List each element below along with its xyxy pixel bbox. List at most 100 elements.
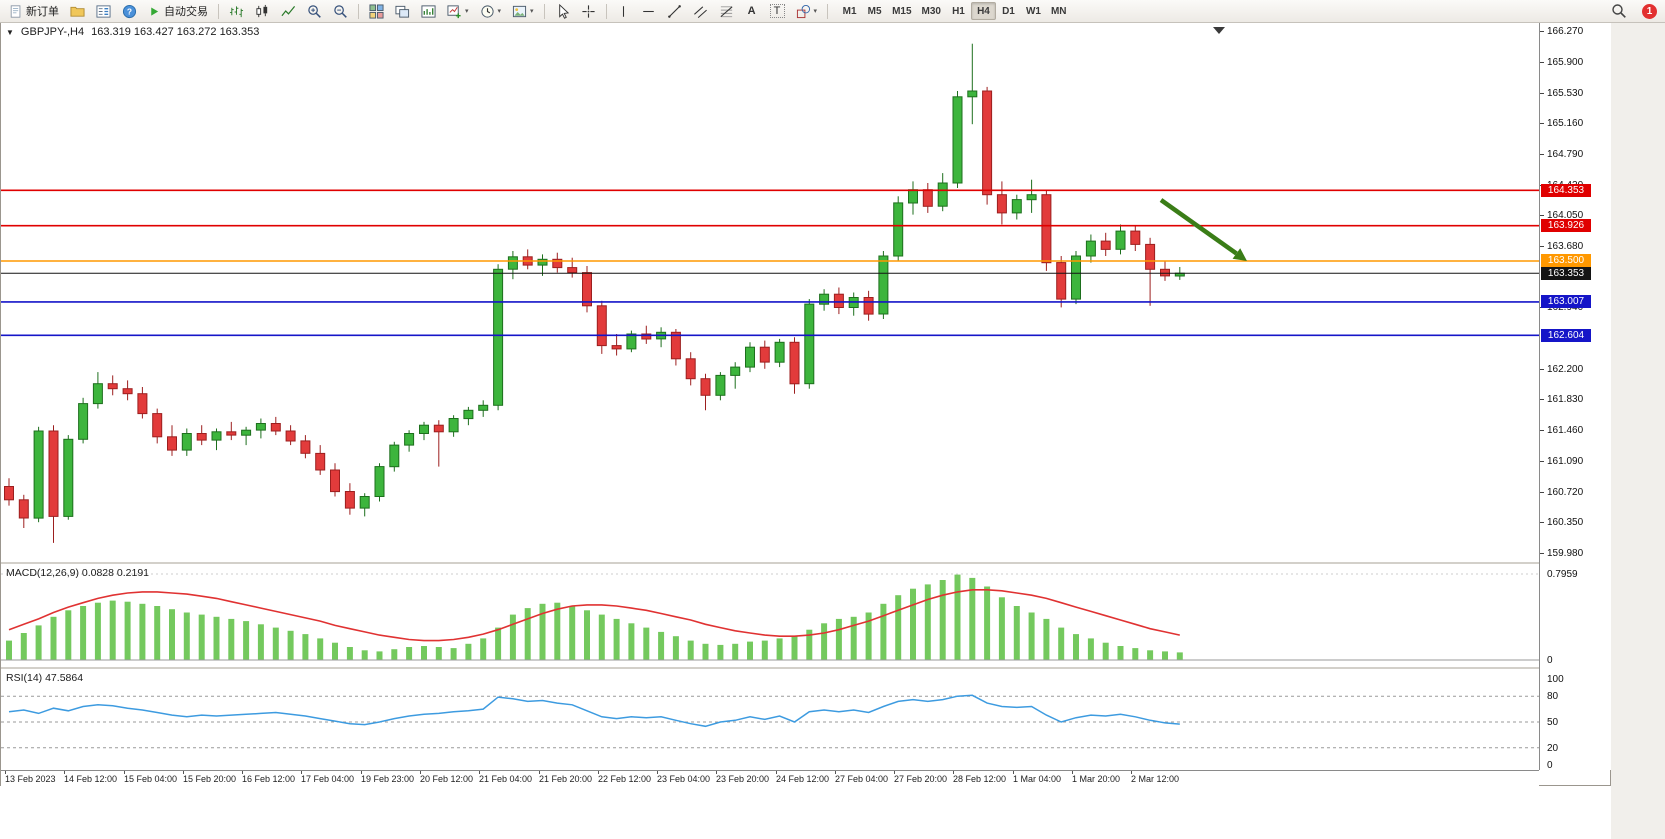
help-button[interactable]: ? bbox=[117, 1, 142, 21]
macd-histogram-bar bbox=[450, 648, 457, 660]
macd-histogram-bar bbox=[139, 603, 146, 660]
time-axis-label: 23 Feb 04:00 bbox=[657, 774, 711, 784]
one-click-trading-icon[interactable]: ▼ bbox=[6, 27, 14, 37]
price-panel[interactable]: ▼ GBPJPY-,H4 163.319 163.427 163.272 163… bbox=[1, 23, 1539, 562]
timeframe-h4[interactable]: H4 bbox=[970, 2, 996, 20]
charts-profile-button[interactable] bbox=[65, 1, 90, 21]
cursor-icon bbox=[555, 3, 570, 19]
macd-histogram-bar bbox=[154, 606, 161, 660]
timeframe-d1[interactable]: D1 bbox=[996, 2, 1021, 20]
timeframe-w1[interactable]: W1 bbox=[1021, 2, 1046, 20]
price-level-badge[interactable]: 163.007 bbox=[1541, 295, 1591, 308]
macd-histogram-bar bbox=[421, 646, 427, 660]
cursor-tool-button[interactable] bbox=[550, 1, 575, 21]
macd-histogram-bar bbox=[228, 618, 235, 660]
macd-histogram-bar bbox=[524, 608, 531, 660]
line-chart-button[interactable] bbox=[276, 1, 301, 21]
equidistant-channel-tool-button[interactable] bbox=[688, 1, 713, 21]
time-axis[interactable]: 13 Feb 2023 14 Feb 12:00 15 Feb 04:00 15 Fe… bbox=[1, 770, 1539, 786]
candle bbox=[92, 372, 103, 409]
vertical-line-tool-button[interactable] bbox=[612, 1, 635, 21]
timeframe-m5[interactable]: M5 bbox=[862, 2, 887, 20]
time-axis-label: 19 Feb 23:00 bbox=[361, 774, 415, 784]
ohlc-bars-button[interactable] bbox=[224, 1, 249, 21]
timeframe-m15[interactable]: M15 bbox=[887, 2, 916, 20]
candle bbox=[863, 290, 874, 321]
timeframe-mn[interactable]: MN bbox=[1046, 2, 1072, 20]
candle bbox=[730, 362, 741, 389]
data-window-button[interactable] bbox=[416, 1, 441, 21]
search-button[interactable] bbox=[1606, 1, 1632, 21]
autotrading-button[interactable]: 自动交易 bbox=[143, 1, 213, 21]
time-axis-label: 15 Feb 20:00 bbox=[183, 774, 237, 784]
macd-histogram-bar bbox=[791, 636, 798, 660]
macd-histogram-bar bbox=[1102, 642, 1109, 660]
macd-histogram-bar bbox=[1073, 634, 1079, 660]
candlesticks-button[interactable] bbox=[250, 1, 275, 21]
macd-histogram-bar bbox=[1087, 638, 1094, 660]
macd-histogram-bar bbox=[880, 603, 887, 660]
new-order-button[interactable]: 新订单 bbox=[4, 1, 64, 21]
fibonacci-tool-button[interactable] bbox=[714, 1, 739, 21]
price-level-badge[interactable]: 162.604 bbox=[1541, 329, 1591, 342]
template-picture-icon bbox=[512, 4, 527, 19]
candle bbox=[789, 337, 800, 394]
price-axis[interactable]: 166.270165.900165.530165.160164.790164.4… bbox=[1539, 23, 1611, 771]
trendline-tool-button[interactable] bbox=[662, 1, 687, 21]
time-axis-label: 14 Feb 12:00 bbox=[64, 774, 118, 784]
price-level-badge[interactable]: 163.926 bbox=[1541, 219, 1591, 232]
new-chart-icon bbox=[447, 4, 462, 19]
macd-histogram-bar bbox=[495, 627, 502, 660]
crosshair-tool-button[interactable] bbox=[576, 1, 601, 21]
new-chart-button[interactable]: ▾ bbox=[442, 1, 474, 21]
timeframe-m1[interactable]: M1 bbox=[837, 2, 862, 20]
price-level-badge[interactable]: 163.500 bbox=[1541, 254, 1591, 267]
macd-histogram-bar bbox=[406, 647, 413, 660]
cascade-windows-button[interactable] bbox=[390, 1, 415, 21]
tile-windows-button[interactable] bbox=[364, 1, 389, 21]
candle bbox=[922, 183, 933, 213]
market-watch-button[interactable] bbox=[91, 1, 116, 21]
macd-histogram-bar bbox=[658, 631, 665, 660]
text-tool-icon: A bbox=[747, 5, 756, 17]
templates-button[interactable]: ▾ bbox=[507, 1, 539, 21]
candle bbox=[63, 435, 74, 520]
fibonacci-retracement-icon bbox=[719, 4, 734, 19]
rsi-label: RSI(14) 47.5864 bbox=[6, 672, 84, 684]
trend-arrow-annotation[interactable] bbox=[1159, 198, 1247, 261]
candle bbox=[300, 435, 311, 459]
candle bbox=[478, 400, 489, 417]
charts-profile-icon bbox=[70, 4, 85, 19]
zoom-out-button[interactable] bbox=[328, 1, 353, 21]
price-axis-label: 161.830 bbox=[1547, 394, 1584, 405]
macd-histogram-bar bbox=[1176, 652, 1183, 660]
rsi-plot bbox=[1, 694, 1539, 749]
periods-button[interactable]: ▾ bbox=[475, 1, 507, 21]
ohlc-bars-icon bbox=[229, 4, 244, 19]
shapes-tool-button[interactable]: ▾ bbox=[791, 1, 823, 21]
macd-histogram-bar bbox=[969, 577, 976, 660]
chart-shift-marker[interactable] bbox=[1213, 27, 1225, 34]
rsi-axis-label: 50 bbox=[1547, 717, 1559, 728]
candle bbox=[137, 387, 148, 419]
time-axis-label: 28 Feb 12:00 bbox=[953, 774, 1007, 784]
rsi-panel[interactable]: RSI(14) 47.5864 bbox=[1, 667, 1539, 770]
candle bbox=[152, 408, 163, 444]
text-tool-button[interactable]: A bbox=[740, 1, 764, 21]
zoom-out-icon bbox=[333, 4, 348, 19]
timeframe-h1[interactable]: H1 bbox=[946, 2, 971, 20]
notification-badge[interactable]: 1 bbox=[1642, 3, 1657, 19]
macd-panel[interactable]: MACD(12,26,9) 0.0828 0.2191 bbox=[1, 562, 1539, 667]
timeframe-m30[interactable]: M30 bbox=[917, 2, 946, 20]
candle bbox=[582, 266, 592, 313]
macd-histogram-bar bbox=[761, 640, 768, 660]
candle bbox=[626, 330, 637, 353]
macd-histogram-bar bbox=[287, 630, 294, 660]
macd-histogram-bar bbox=[465, 643, 472, 660]
zoom-in-button[interactable] bbox=[302, 1, 327, 21]
price-level-badge[interactable]: 164.353 bbox=[1541, 184, 1591, 197]
candle bbox=[596, 300, 607, 354]
horizontal-line-tool-button[interactable] bbox=[636, 1, 661, 21]
candle bbox=[759, 340, 770, 369]
text-label-tool-button[interactable]: T bbox=[765, 1, 790, 21]
